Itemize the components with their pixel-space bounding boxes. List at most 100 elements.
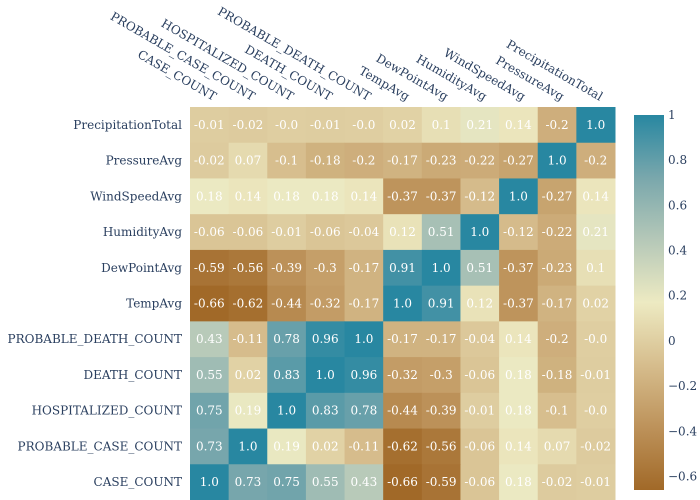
heatmap-cell-label: -0.37 xyxy=(426,189,457,203)
heatmap-cell xyxy=(537,428,577,465)
heatmap-cell xyxy=(383,464,423,500)
heatmap-cell xyxy=(460,285,500,322)
heatmap-cell xyxy=(537,464,577,500)
heatmap-cell-label: -0.37 xyxy=(387,189,418,203)
heatmap-cell xyxy=(460,392,500,430)
heatmap-cell-label: 1.0 xyxy=(238,439,257,453)
heatmap-cell-label: -0.23 xyxy=(542,261,573,275)
heatmap-cell xyxy=(344,249,384,287)
heatmap-cell-label: -0.12 xyxy=(503,225,534,239)
heatmap-cell-label: -0.3 xyxy=(314,261,337,275)
heatmap-cell-label: 0.43 xyxy=(196,332,223,346)
heatmap-cell xyxy=(537,249,577,287)
heatmap-cell xyxy=(190,285,230,322)
heatmap-cell-label: -0.56 xyxy=(426,439,457,453)
heatmap-cell-label: 0.51 xyxy=(466,261,493,275)
heatmap-cell-label: -0.23 xyxy=(426,154,457,168)
heatmap-cell-label: -0.17 xyxy=(542,297,573,311)
colorbar-tick-label: 0.8 xyxy=(668,153,687,167)
heatmap-cell-label: 1.0 xyxy=(354,332,373,346)
heatmap-cell-label: -0.0 xyxy=(584,404,607,418)
heatmap-cell xyxy=(576,142,616,179)
heatmap-cell xyxy=(267,178,307,215)
heatmap-cell-label: -0.37 xyxy=(503,261,534,275)
heatmap-cell xyxy=(305,214,346,251)
heatmap-cell xyxy=(190,178,230,215)
heatmap-cell-label: 0.18 xyxy=(273,189,300,203)
heatmap-cell xyxy=(537,285,577,322)
heatmap-cell xyxy=(228,142,268,179)
heatmap-cell xyxy=(383,249,423,287)
heatmap-cell-label: -0.02 xyxy=(580,439,611,453)
heatmap-cell xyxy=(228,214,268,251)
heatmap-cell xyxy=(460,142,500,179)
heatmap-cell xyxy=(267,428,307,465)
heatmap-cell xyxy=(228,428,268,465)
heatmap-cell-label: 0.83 xyxy=(312,404,339,418)
heatmap-cell-label: 1.0 xyxy=(316,368,335,382)
heatmap-cell-label: -0.59 xyxy=(194,261,225,275)
heatmap-cell xyxy=(537,142,577,179)
heatmap-cell xyxy=(344,107,384,144)
heatmap-cell-label: -0.0 xyxy=(352,118,375,132)
heatmap-cell xyxy=(383,107,423,144)
heatmap-cell-label: -0.2 xyxy=(545,118,568,132)
heatmap-cell-label: -0.17 xyxy=(348,261,379,275)
heatmap-cell-label: 0.12 xyxy=(389,225,416,239)
heatmap-cell xyxy=(383,357,423,394)
heatmap-cell xyxy=(228,107,268,144)
heatmap-cell xyxy=(267,357,307,394)
heatmap-cell-label: -0.02 xyxy=(194,154,225,168)
heatmap-cell xyxy=(576,392,616,430)
heatmap-cell xyxy=(421,214,461,251)
heatmap-cell xyxy=(305,464,346,500)
y-tick-label: DewPointAvg xyxy=(101,261,182,275)
heatmap-cell-label: 0.18 xyxy=(505,368,532,382)
heatmap-cell xyxy=(267,285,307,322)
colorbar-tick-label: 0.6 xyxy=(668,198,687,212)
heatmap-cell xyxy=(190,107,230,144)
heatmap-cell-label: 0.55 xyxy=(312,475,339,489)
heatmap-cell xyxy=(344,464,384,500)
heatmap-cell xyxy=(421,142,461,179)
heatmap-cell-label: 0.91 xyxy=(389,261,416,275)
heatmap-cell xyxy=(383,142,423,179)
heatmap-cell xyxy=(190,464,230,500)
heatmap-cell xyxy=(460,249,500,287)
heatmap-cell-label: -0.56 xyxy=(233,261,264,275)
heatmap-cell-label: 0.51 xyxy=(428,225,455,239)
heatmap-cell xyxy=(267,214,307,251)
heatmap-cell xyxy=(537,392,577,430)
heatmap-cell-label: 0.78 xyxy=(351,404,378,418)
heatmap-cell-label: -0.0 xyxy=(275,118,298,132)
heatmap-cell-label: -0.37 xyxy=(503,297,534,311)
heatmap-cell xyxy=(305,392,346,430)
heatmap-cell xyxy=(305,285,346,322)
heatmap-cell xyxy=(190,357,230,394)
heatmap-cell xyxy=(421,392,461,430)
heatmap-cell xyxy=(383,428,423,465)
heatmap-cell-label: -0.12 xyxy=(464,189,495,203)
heatmap-cell xyxy=(576,428,616,465)
heatmap-cell xyxy=(499,107,539,144)
heatmap-cell-label: 1.0 xyxy=(277,404,296,418)
heatmap-cell xyxy=(305,178,346,215)
heatmap-cell xyxy=(576,464,616,500)
heatmap-cell xyxy=(228,178,268,215)
heatmap-cell xyxy=(421,357,461,394)
heatmap-cell xyxy=(499,428,539,465)
y-tick-label: CASE_COUNT xyxy=(94,475,182,489)
heatmap-cell-label: 0.1 xyxy=(586,261,605,275)
heatmap-cell-label: -0.01 xyxy=(580,368,611,382)
heatmap-cell-label: -0.1 xyxy=(275,154,298,168)
heatmap-cell-label: 1.0 xyxy=(393,297,412,311)
heatmap-cell-label: 0.96 xyxy=(312,332,339,346)
x-axis-tick-labels: CASE_COUNTPROBABLE_CASE_COUNTHOSPITALIZE… xyxy=(108,4,605,104)
heatmap-cell-label: 0.19 xyxy=(273,439,300,453)
heatmap-cell-label: -0.66 xyxy=(387,475,418,489)
y-tick-label: HOSPITALIZED_COUNT xyxy=(32,404,182,418)
colorbar-tick-label: 0.4 xyxy=(668,244,687,258)
y-tick-label: DEATH_COUNT xyxy=(84,368,183,382)
heatmap-cell-label: -0.3 xyxy=(430,368,453,382)
heatmap-cell-label: -0.01 xyxy=(310,118,341,132)
